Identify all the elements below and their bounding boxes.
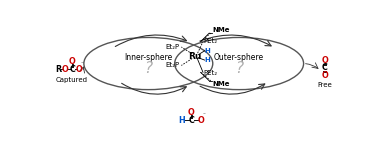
Text: Et₂P: Et₂P (166, 44, 180, 50)
Text: Outer-sphere: Outer-sphere (214, 53, 264, 62)
Text: ⁻: ⁻ (81, 62, 84, 67)
Text: R: R (55, 65, 61, 74)
Text: O: O (76, 65, 83, 74)
Text: C: C (70, 65, 75, 74)
Text: PEt₂: PEt₂ (203, 70, 217, 76)
Text: ⁻: ⁻ (203, 113, 206, 118)
Text: O: O (321, 71, 328, 80)
Text: O: O (321, 56, 328, 65)
Text: C: C (322, 63, 328, 72)
Text: Inner-sphere: Inner-sphere (124, 53, 172, 62)
Text: NMe: NMe (212, 81, 230, 87)
Text: H: H (205, 57, 211, 63)
Text: O: O (188, 108, 195, 117)
Text: PEt₂: PEt₂ (203, 38, 217, 44)
Text: Free: Free (317, 82, 332, 88)
Text: Ru: Ru (189, 52, 202, 61)
Text: O: O (62, 65, 69, 74)
Text: ?: ? (144, 61, 152, 76)
Text: Et₂P: Et₂P (166, 63, 180, 68)
Text: C: C (189, 116, 194, 125)
Text: O: O (197, 116, 204, 125)
Text: O: O (69, 57, 76, 66)
Text: H: H (179, 116, 186, 125)
Text: Captured: Captured (56, 77, 88, 83)
Text: H: H (205, 48, 211, 54)
Text: NMe: NMe (212, 27, 230, 33)
Text: ?: ? (235, 61, 243, 76)
